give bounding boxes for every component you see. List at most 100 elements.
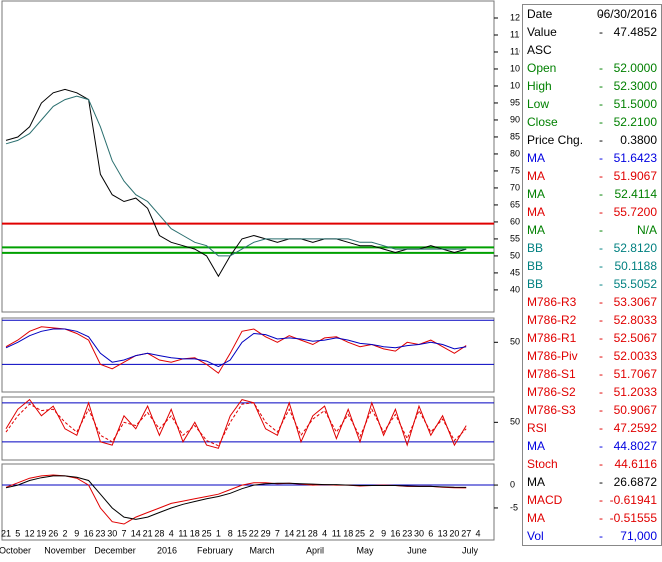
row-value: 51.9067 bbox=[613, 169, 657, 183]
row-value: -0.51555 bbox=[609, 511, 657, 525]
separator: - bbox=[599, 133, 603, 147]
month-label: July bbox=[462, 545, 479, 555]
data-row: M786-S3 -50.9067 bbox=[527, 401, 659, 419]
month-label: March bbox=[249, 545, 274, 555]
row-label: MA bbox=[527, 223, 545, 237]
x-tick-label: 4 bbox=[475, 528, 480, 538]
y-tick-label: 95 bbox=[510, 97, 520, 107]
separator: - bbox=[599, 385, 603, 399]
separator: - bbox=[599, 223, 603, 237]
series-line bbox=[5, 88, 467, 278]
separator: - bbox=[599, 7, 603, 21]
x-tick-label: 11 bbox=[178, 528, 187, 538]
separator: - bbox=[599, 403, 603, 417]
data-row: MA -51.6423 bbox=[527, 149, 659, 167]
row-label: MA bbox=[527, 169, 545, 183]
row-label: M786-R1 bbox=[527, 331, 577, 345]
x-tick-label: 4 bbox=[169, 528, 174, 538]
y-tick-label: 80 bbox=[510, 148, 520, 158]
data-row: MA - -0.51555 bbox=[527, 509, 659, 527]
data-row: M786-R3 -53.3067 bbox=[527, 293, 659, 311]
row-value: 26.6872 bbox=[613, 475, 657, 489]
x-tick-label: 28 bbox=[154, 528, 164, 538]
data-row: MA -55.7200 bbox=[527, 203, 659, 221]
y-tick-label: 110 bbox=[510, 46, 520, 56]
row-value: 55.5052 bbox=[613, 277, 657, 291]
series-line bbox=[5, 474, 467, 525]
x-tick-label: 14 bbox=[131, 528, 141, 538]
y-tick-label: 120 bbox=[510, 12, 520, 22]
separator: - bbox=[599, 439, 603, 453]
row-value: 51.2033 bbox=[613, 385, 657, 399]
separator: - bbox=[599, 493, 603, 507]
data-row: Date -06/30/2016 bbox=[527, 5, 659, 23]
separator: - bbox=[599, 187, 603, 201]
x-tick-label: 11 bbox=[332, 528, 341, 538]
data-row: M786-S1 -51.7067 bbox=[527, 365, 659, 383]
separator: - bbox=[599, 79, 603, 93]
data-row: Low -51.5000 bbox=[527, 95, 659, 113]
separator: - bbox=[599, 295, 603, 309]
x-tick-label: 21 bbox=[296, 528, 306, 538]
row-value: 71,000 bbox=[620, 529, 657, 543]
x-tick-label: 19 bbox=[36, 528, 46, 538]
data-row: BB -55.5052 bbox=[527, 275, 659, 293]
separator: - bbox=[599, 241, 603, 255]
x-tick-label: 21 bbox=[1, 528, 11, 538]
data-row: MA -26.6872 bbox=[527, 473, 659, 491]
x-tick-label: 30 bbox=[414, 528, 424, 538]
x-tick-label: 6 bbox=[428, 528, 433, 538]
y-tick-label: 50 bbox=[510, 417, 520, 427]
row-label: M786-S3 bbox=[527, 403, 576, 417]
separator: - bbox=[599, 115, 603, 129]
y-tick-label: 70 bbox=[510, 182, 520, 192]
data-window: Date -06/30/2016 Value -47.4852 ASC Open -52.0… bbox=[522, 4, 662, 546]
x-tick-label: 13 bbox=[438, 528, 448, 538]
separator: - bbox=[599, 475, 603, 489]
row-value: 50.9067 bbox=[613, 403, 657, 417]
y-tick-label: 55 bbox=[510, 233, 520, 243]
row-value: 51.5000 bbox=[613, 97, 657, 111]
row-label: M786-S1 bbox=[527, 367, 576, 381]
row-value: 52.0033 bbox=[613, 349, 657, 363]
row-value: 55.7200 bbox=[613, 205, 657, 219]
row-value: 51.7067 bbox=[613, 367, 657, 381]
y-tick-label: 0 bbox=[510, 479, 515, 489]
row-label: ASC bbox=[527, 43, 552, 57]
row-value: 06/30/2016 bbox=[596, 7, 657, 21]
row-label: MA bbox=[527, 511, 545, 525]
y-tick-label: 60 bbox=[510, 216, 520, 226]
x-tick-label: 16 bbox=[84, 528, 94, 538]
x-tick-label: 7 bbox=[275, 528, 280, 538]
row-label: MA bbox=[527, 187, 545, 201]
x-tick-label: 8 bbox=[228, 528, 233, 538]
data-row: MA -52.4114 bbox=[527, 185, 659, 203]
data-row: Close -52.2100 bbox=[527, 113, 659, 131]
panel-frame bbox=[1, 317, 495, 393]
x-tick-label: 23 bbox=[402, 528, 412, 538]
x-tick-label: 18 bbox=[343, 528, 353, 538]
y-tick-label: 50 bbox=[510, 250, 520, 260]
data-row: M786-R1 -52.5067 bbox=[527, 329, 659, 347]
row-label: Price Chg. bbox=[527, 133, 584, 147]
row-label: Stoch bbox=[527, 457, 558, 471]
series-line bbox=[5, 475, 467, 520]
separator: - bbox=[599, 421, 603, 435]
y-tick-label: 115 bbox=[510, 29, 520, 39]
separator: - bbox=[599, 367, 603, 381]
row-label: MACD bbox=[527, 493, 563, 507]
panel-frame bbox=[1, 396, 495, 461]
x-tick-label: 18 bbox=[190, 528, 200, 538]
row-label: Close bbox=[527, 115, 558, 129]
x-tick-label: 2 bbox=[369, 528, 374, 538]
row-label: RSI bbox=[527, 421, 548, 435]
row-label: High bbox=[527, 79, 552, 93]
y-tick-label: 65 bbox=[510, 199, 520, 209]
data-row: Price Chg. - 0.3800 bbox=[527, 131, 659, 149]
x-tick-label: 28 bbox=[308, 528, 318, 538]
y-tick-label: 75 bbox=[510, 165, 520, 175]
chart: 4045505560657075808590951001051101151205… bbox=[0, 0, 520, 555]
row-label: MA bbox=[527, 439, 545, 453]
y-tick-label: 90 bbox=[510, 114, 520, 124]
x-tick-label: 1 bbox=[216, 528, 221, 538]
